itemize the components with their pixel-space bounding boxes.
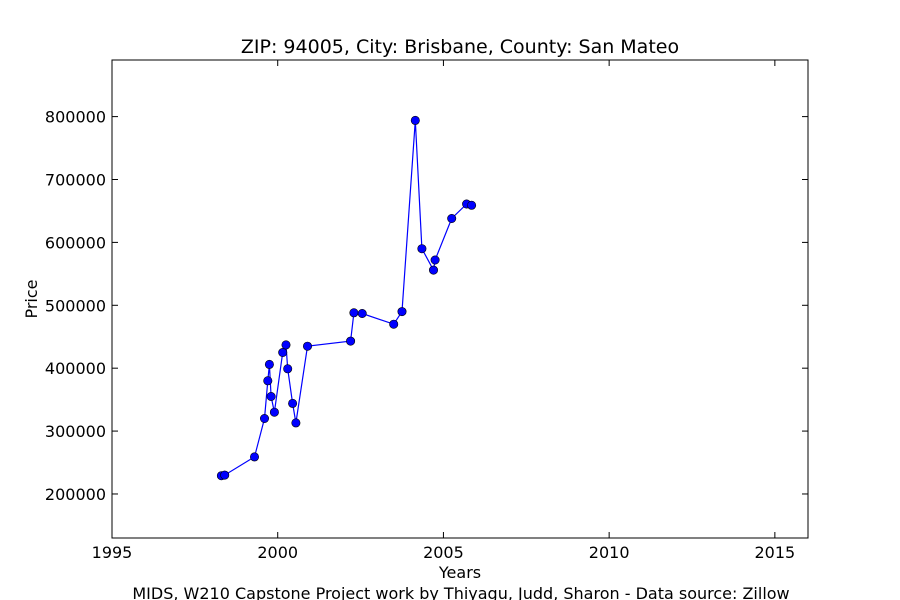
data-point: [397, 307, 407, 317]
data-point: [269, 407, 279, 417]
footer-credit: MIDS, W210 Capstone Project work by Thiy…: [132, 584, 789, 600]
series-line: [221, 120, 472, 477]
data-point: [467, 200, 477, 210]
x-tick-label: 2000: [257, 543, 298, 562]
ticks-layer: 1995 2000 2005 2010 2015 200000 300000 400000 50…: [45, 60, 808, 562]
data-point: [410, 115, 420, 125]
data-point: [357, 308, 367, 318]
chart-title: ZIP: 94005, City: Brisbane, County: San …: [241, 36, 679, 58]
data-point: [428, 265, 438, 275]
data-point: [278, 347, 288, 357]
data-point: [259, 413, 269, 423]
data-point: [283, 364, 293, 374]
data-point: [302, 341, 312, 351]
data-point: [263, 376, 273, 386]
data-point: [389, 319, 399, 329]
data-point: [266, 391, 276, 401]
data-point: [417, 244, 427, 254]
series-layer: [216, 115, 477, 481]
data-point: [281, 340, 291, 350]
x-axis-label: Years: [438, 563, 481, 582]
data-point: [250, 452, 260, 462]
data-point: [447, 214, 457, 224]
data-point: [264, 359, 274, 369]
data-point: [346, 336, 356, 346]
y-tick-label: 500000: [45, 296, 106, 315]
x-tick-label: 2010: [589, 543, 630, 562]
data-point: [291, 418, 301, 428]
x-tick-label: 2005: [423, 543, 464, 562]
data-point: [430, 255, 440, 265]
y-tick-label: 200000: [45, 485, 106, 504]
y-axis-label: Price: [22, 279, 41, 318]
y-tick-label: 800000: [45, 108, 106, 127]
plot-frame: [111, 59, 809, 539]
y-tick-label: 600000: [45, 233, 106, 252]
y-tick-label: 400000: [45, 359, 106, 378]
data-point: [288, 398, 298, 408]
x-tick-label: 1995: [92, 543, 133, 562]
x-tick-label: 2015: [754, 543, 795, 562]
data-point: [349, 308, 359, 318]
data-point: [220, 470, 230, 480]
y-tick-label: 700000: [45, 171, 106, 190]
y-tick-label: 300000: [45, 422, 106, 441]
